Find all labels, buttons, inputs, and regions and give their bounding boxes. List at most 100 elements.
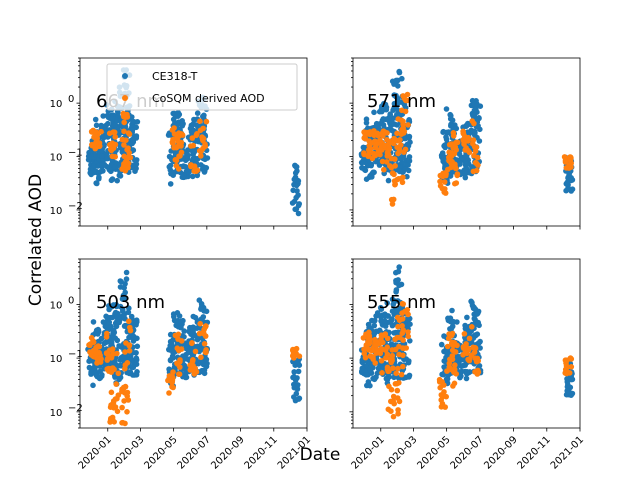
data-point [360, 144, 367, 151]
data-point [178, 324, 184, 331]
x-axis-label: Date [300, 445, 341, 465]
data-point [125, 309, 132, 316]
data-point [392, 336, 398, 343]
data-point [441, 179, 448, 185]
y-tick-label: 10 [50, 408, 63, 419]
data-point [380, 116, 387, 122]
data-point [133, 133, 140, 139]
data-point [402, 146, 409, 153]
x-tick-label: 2020-09 [482, 434, 519, 471]
data-point [461, 331, 468, 337]
data-point [384, 335, 391, 342]
data-point [367, 146, 374, 152]
data-point [96, 349, 102, 356]
data-point [400, 363, 406, 370]
data-point [295, 210, 302, 217]
data-point [203, 347, 209, 353]
data-point [121, 398, 127, 404]
data-point [443, 106, 450, 112]
x-tick-label: 2020-05 [415, 434, 452, 471]
data-point [366, 341, 372, 347]
data-point [117, 173, 124, 179]
data-point [449, 307, 455, 314]
data-point [191, 168, 197, 174]
data-point [167, 181, 174, 187]
data-point [134, 319, 140, 325]
data-point [563, 187, 569, 194]
data-point [448, 123, 454, 129]
legend-frame [106, 63, 298, 111]
data-point [117, 362, 123, 369]
data-point [373, 123, 380, 129]
data-point [181, 334, 187, 340]
data-point [565, 382, 571, 388]
data-point [114, 350, 120, 357]
data-point [190, 328, 196, 335]
x-tick-label: 2020-03 [109, 434, 146, 471]
data-point [457, 160, 463, 166]
data-point [565, 369, 571, 376]
data-point [475, 319, 482, 326]
data-point [406, 315, 413, 322]
data-point [183, 374, 190, 381]
data-point [392, 163, 398, 169]
data-points [358, 68, 576, 207]
data-point [128, 313, 135, 320]
data-point [373, 350, 380, 356]
data-point [449, 323, 456, 330]
data-point [474, 154, 481, 161]
data-point [183, 351, 189, 358]
data-point [169, 384, 175, 390]
data-point [374, 130, 381, 137]
data-point [384, 130, 390, 136]
data-point [94, 180, 100, 187]
data-point [396, 168, 403, 175]
data-point [373, 313, 379, 319]
data-point [371, 330, 377, 337]
data-point [452, 180, 458, 187]
data-point [202, 141, 208, 147]
data-point [116, 319, 122, 326]
data-point [388, 386, 395, 393]
data-point [108, 177, 115, 184]
data-point [100, 319, 107, 325]
data-point [388, 317, 395, 324]
x-tick-label: 2020-11 [516, 434, 553, 471]
x-tick-label: 2020-09 [209, 434, 246, 471]
data-point [126, 348, 133, 354]
data-point [98, 356, 104, 362]
data-point [563, 165, 570, 171]
data-point [175, 166, 182, 172]
data-point [385, 368, 391, 375]
data-point [454, 172, 461, 179]
data-point [109, 346, 116, 352]
data-point [176, 371, 182, 377]
data-point [90, 382, 96, 389]
data-point [402, 108, 409, 115]
data-point [394, 130, 400, 137]
data-point [399, 300, 406, 307]
data-point [567, 156, 573, 162]
data-point [174, 361, 181, 367]
y-tick-exponent: −1 [68, 349, 83, 360]
data-point [124, 360, 131, 366]
data-point [289, 200, 296, 206]
data-point [167, 357, 174, 364]
data-point [458, 373, 464, 379]
legend-marker-cosqm [122, 95, 128, 101]
data-point [133, 355, 140, 362]
data-point [393, 370, 400, 377]
data-point [441, 382, 447, 388]
data-point [122, 289, 128, 296]
data-point [391, 171, 397, 178]
data-point [475, 123, 481, 129]
data-point [115, 370, 122, 377]
data-point [294, 358, 301, 365]
data-point [395, 365, 401, 372]
data-point [438, 397, 445, 403]
data-point [190, 362, 196, 369]
data-point [122, 349, 128, 355]
data-point [381, 318, 388, 324]
data-point [198, 354, 204, 361]
